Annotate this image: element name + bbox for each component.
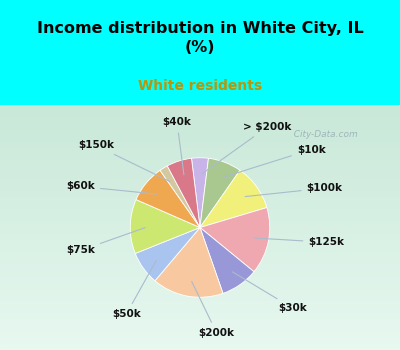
Bar xyxy=(0,313,400,319)
Bar xyxy=(0,234,400,240)
Bar xyxy=(0,105,400,111)
Text: $125k: $125k xyxy=(254,237,344,247)
Text: $60k: $60k xyxy=(66,181,157,194)
Text: $10k: $10k xyxy=(221,145,326,178)
Text: > $200k: > $200k xyxy=(202,122,291,174)
Text: City-Data.com: City-Data.com xyxy=(288,130,358,139)
Bar xyxy=(0,228,400,234)
Bar xyxy=(0,136,400,142)
Wedge shape xyxy=(167,158,200,228)
Text: $200k: $200k xyxy=(192,281,234,337)
Bar xyxy=(0,148,400,154)
Bar xyxy=(0,130,400,136)
Wedge shape xyxy=(155,228,223,297)
Bar xyxy=(0,283,400,289)
Text: $30k: $30k xyxy=(232,272,307,313)
Bar xyxy=(0,289,400,295)
Bar xyxy=(0,252,400,258)
Bar xyxy=(0,215,400,222)
Bar xyxy=(0,117,400,124)
Bar xyxy=(0,203,400,209)
Bar xyxy=(0,301,400,307)
Bar xyxy=(0,178,400,185)
Bar xyxy=(0,209,400,215)
Text: $40k: $40k xyxy=(162,118,192,175)
Bar xyxy=(0,338,400,344)
Bar xyxy=(0,307,400,313)
Bar xyxy=(0,142,400,148)
Wedge shape xyxy=(200,208,270,272)
Bar xyxy=(0,319,400,326)
Bar xyxy=(0,276,400,283)
Bar xyxy=(0,258,400,264)
Wedge shape xyxy=(160,166,200,228)
Bar xyxy=(0,326,400,332)
Wedge shape xyxy=(200,158,240,228)
Bar xyxy=(0,160,400,166)
Wedge shape xyxy=(135,228,200,281)
Text: $50k: $50k xyxy=(112,260,156,318)
Bar xyxy=(0,124,400,130)
Bar xyxy=(0,191,400,197)
Text: $150k: $150k xyxy=(78,140,170,182)
Wedge shape xyxy=(130,199,200,253)
Bar xyxy=(0,154,400,160)
Bar xyxy=(0,295,400,301)
Text: $100k: $100k xyxy=(245,183,343,197)
Bar xyxy=(0,173,400,179)
Text: White residents: White residents xyxy=(138,79,262,93)
Wedge shape xyxy=(200,228,254,293)
Bar xyxy=(0,185,400,191)
Text: $75k: $75k xyxy=(66,228,145,256)
Text: Income distribution in White City, IL
(%): Income distribution in White City, IL (%… xyxy=(37,21,363,55)
Bar xyxy=(0,332,400,338)
Bar xyxy=(0,240,400,246)
Bar xyxy=(0,270,400,276)
Bar xyxy=(0,246,400,252)
Wedge shape xyxy=(136,170,200,228)
Bar xyxy=(0,222,400,228)
Bar xyxy=(0,264,400,271)
Bar xyxy=(0,166,400,173)
Bar xyxy=(0,344,400,350)
Bar xyxy=(0,197,400,203)
Wedge shape xyxy=(192,158,208,228)
Bar xyxy=(0,111,400,117)
Wedge shape xyxy=(200,170,267,228)
